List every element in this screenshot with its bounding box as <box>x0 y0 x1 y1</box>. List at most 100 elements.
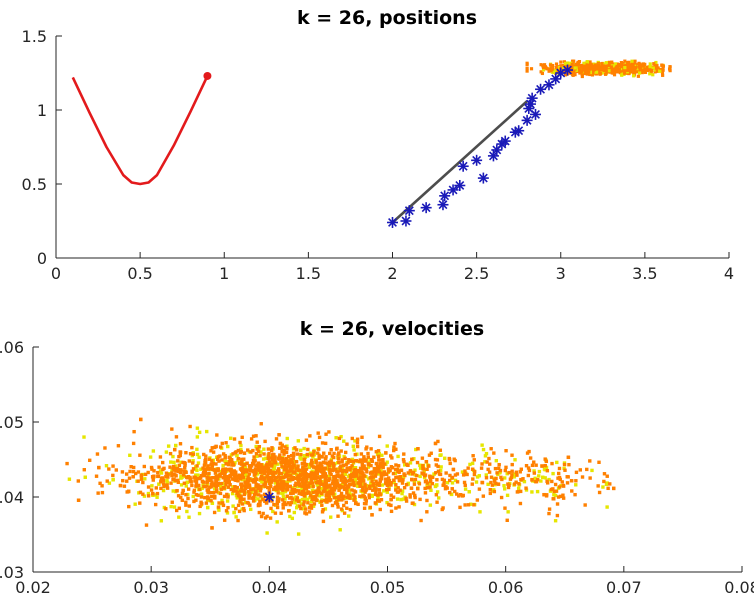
velocity-particle <box>504 449 508 453</box>
star-point <box>439 190 451 202</box>
velocity-particle <box>236 479 240 483</box>
velocity-particle <box>186 492 190 497</box>
velocity-particle <box>323 466 328 470</box>
velocity-particle <box>179 460 183 464</box>
velocity-particle <box>256 472 260 476</box>
velocity-particle <box>83 475 87 479</box>
position-particle <box>610 60 614 64</box>
velocity-particle <box>612 486 616 491</box>
velocity-particle <box>302 461 307 465</box>
velocity-particle <box>225 492 229 497</box>
velocity-particle <box>354 472 359 476</box>
velocity-particle <box>463 469 467 473</box>
velocity-particle <box>396 464 401 468</box>
velocity-particle <box>354 501 358 505</box>
velocity-particle <box>301 503 306 507</box>
position-particle <box>607 60 611 64</box>
velocity-particle <box>404 499 409 503</box>
velocity-particle <box>483 454 488 458</box>
velocity-particle <box>312 450 316 454</box>
velocity-particle <box>279 460 283 465</box>
velocity-particle <box>286 459 291 463</box>
velocity-particle <box>442 481 446 486</box>
velocity-particle <box>244 469 248 474</box>
velocity-particle <box>296 479 301 484</box>
velocity-particle <box>387 479 392 483</box>
velocity-particle <box>381 473 385 477</box>
velocity-particle <box>526 466 531 470</box>
position-particle <box>632 70 636 74</box>
velocity-particle <box>302 505 307 510</box>
velocity-particle <box>331 461 335 466</box>
position-particle <box>630 61 634 65</box>
velocity-particle <box>574 479 578 483</box>
position-particle <box>602 68 607 72</box>
velocity-particle <box>532 471 537 475</box>
position-particle <box>630 64 634 68</box>
velocity-particle <box>302 486 307 491</box>
velocity-particle <box>272 502 276 507</box>
velocity-particle <box>371 482 376 486</box>
velocity-particle <box>321 475 326 479</box>
velocity-particle <box>597 460 601 464</box>
velocity-particle <box>361 464 365 469</box>
velocity-particle <box>477 487 482 491</box>
positions-panel: k = 26, positions 0 0.5 1 1.5 2 2.5 3 3.5 4 00.5… <box>22 7 735 283</box>
velocity-particle <box>289 495 293 500</box>
velocity-particle <box>295 452 300 456</box>
velocity-particle <box>165 480 169 485</box>
velocity-particle <box>433 441 438 446</box>
velocity-particle <box>328 483 332 487</box>
position-particle <box>645 68 650 73</box>
velocity-particle <box>82 435 86 439</box>
velocity-particle <box>181 460 185 465</box>
velocity-particle <box>299 448 303 453</box>
velocity-particle <box>315 475 320 480</box>
velocity-particle <box>418 497 422 502</box>
velocity-particle <box>173 464 178 468</box>
velocity-particle <box>435 478 439 482</box>
velocity-particle <box>131 441 136 446</box>
velocity-particle <box>560 480 564 484</box>
velocity-particle <box>185 509 189 514</box>
position-particle <box>598 65 602 69</box>
velocity-particle <box>158 469 163 473</box>
velocity-particle <box>195 435 200 439</box>
velocity-particle <box>176 478 180 482</box>
velocity-particle <box>157 482 161 486</box>
velocity-particle <box>309 476 314 480</box>
velocity-particle <box>304 467 309 471</box>
velocity-particle <box>358 479 363 484</box>
velocity-particle <box>444 485 448 489</box>
velocity-particle <box>180 498 184 503</box>
velocity-particle <box>190 470 194 474</box>
velocity-particle <box>281 488 285 492</box>
velocity-particle <box>220 441 224 446</box>
velocities-x-ticks: 0.020.030.040.050.060.070.08 <box>15 566 754 597</box>
velocity-particle <box>319 482 323 486</box>
velocity-particle <box>220 471 224 476</box>
velocity-particle <box>195 464 199 468</box>
velocity-particle <box>232 510 236 515</box>
velocity-particle <box>348 459 352 463</box>
velocity-particle <box>284 466 289 471</box>
x-tick-label: 0.07 <box>606 578 642 597</box>
velocity-particle <box>490 483 495 487</box>
velocity-particle <box>601 485 605 489</box>
velocity-particle <box>508 477 513 481</box>
velocity-particle <box>342 494 346 499</box>
velocity-particle <box>247 493 251 497</box>
velocity-particle <box>382 489 386 493</box>
velocity-particle <box>514 470 519 474</box>
velocity-particle <box>484 451 489 456</box>
velocity-particle <box>214 444 218 449</box>
velocity-particle <box>216 457 220 462</box>
velocity-particle <box>323 480 327 484</box>
velocity-particle <box>515 473 519 477</box>
velocity-particle <box>427 464 431 468</box>
velocity-particle <box>252 477 256 482</box>
velocity-particle <box>436 469 441 473</box>
velocity-particle <box>339 469 343 473</box>
velocity-particle <box>378 507 382 512</box>
velocity-particle <box>197 487 202 492</box>
